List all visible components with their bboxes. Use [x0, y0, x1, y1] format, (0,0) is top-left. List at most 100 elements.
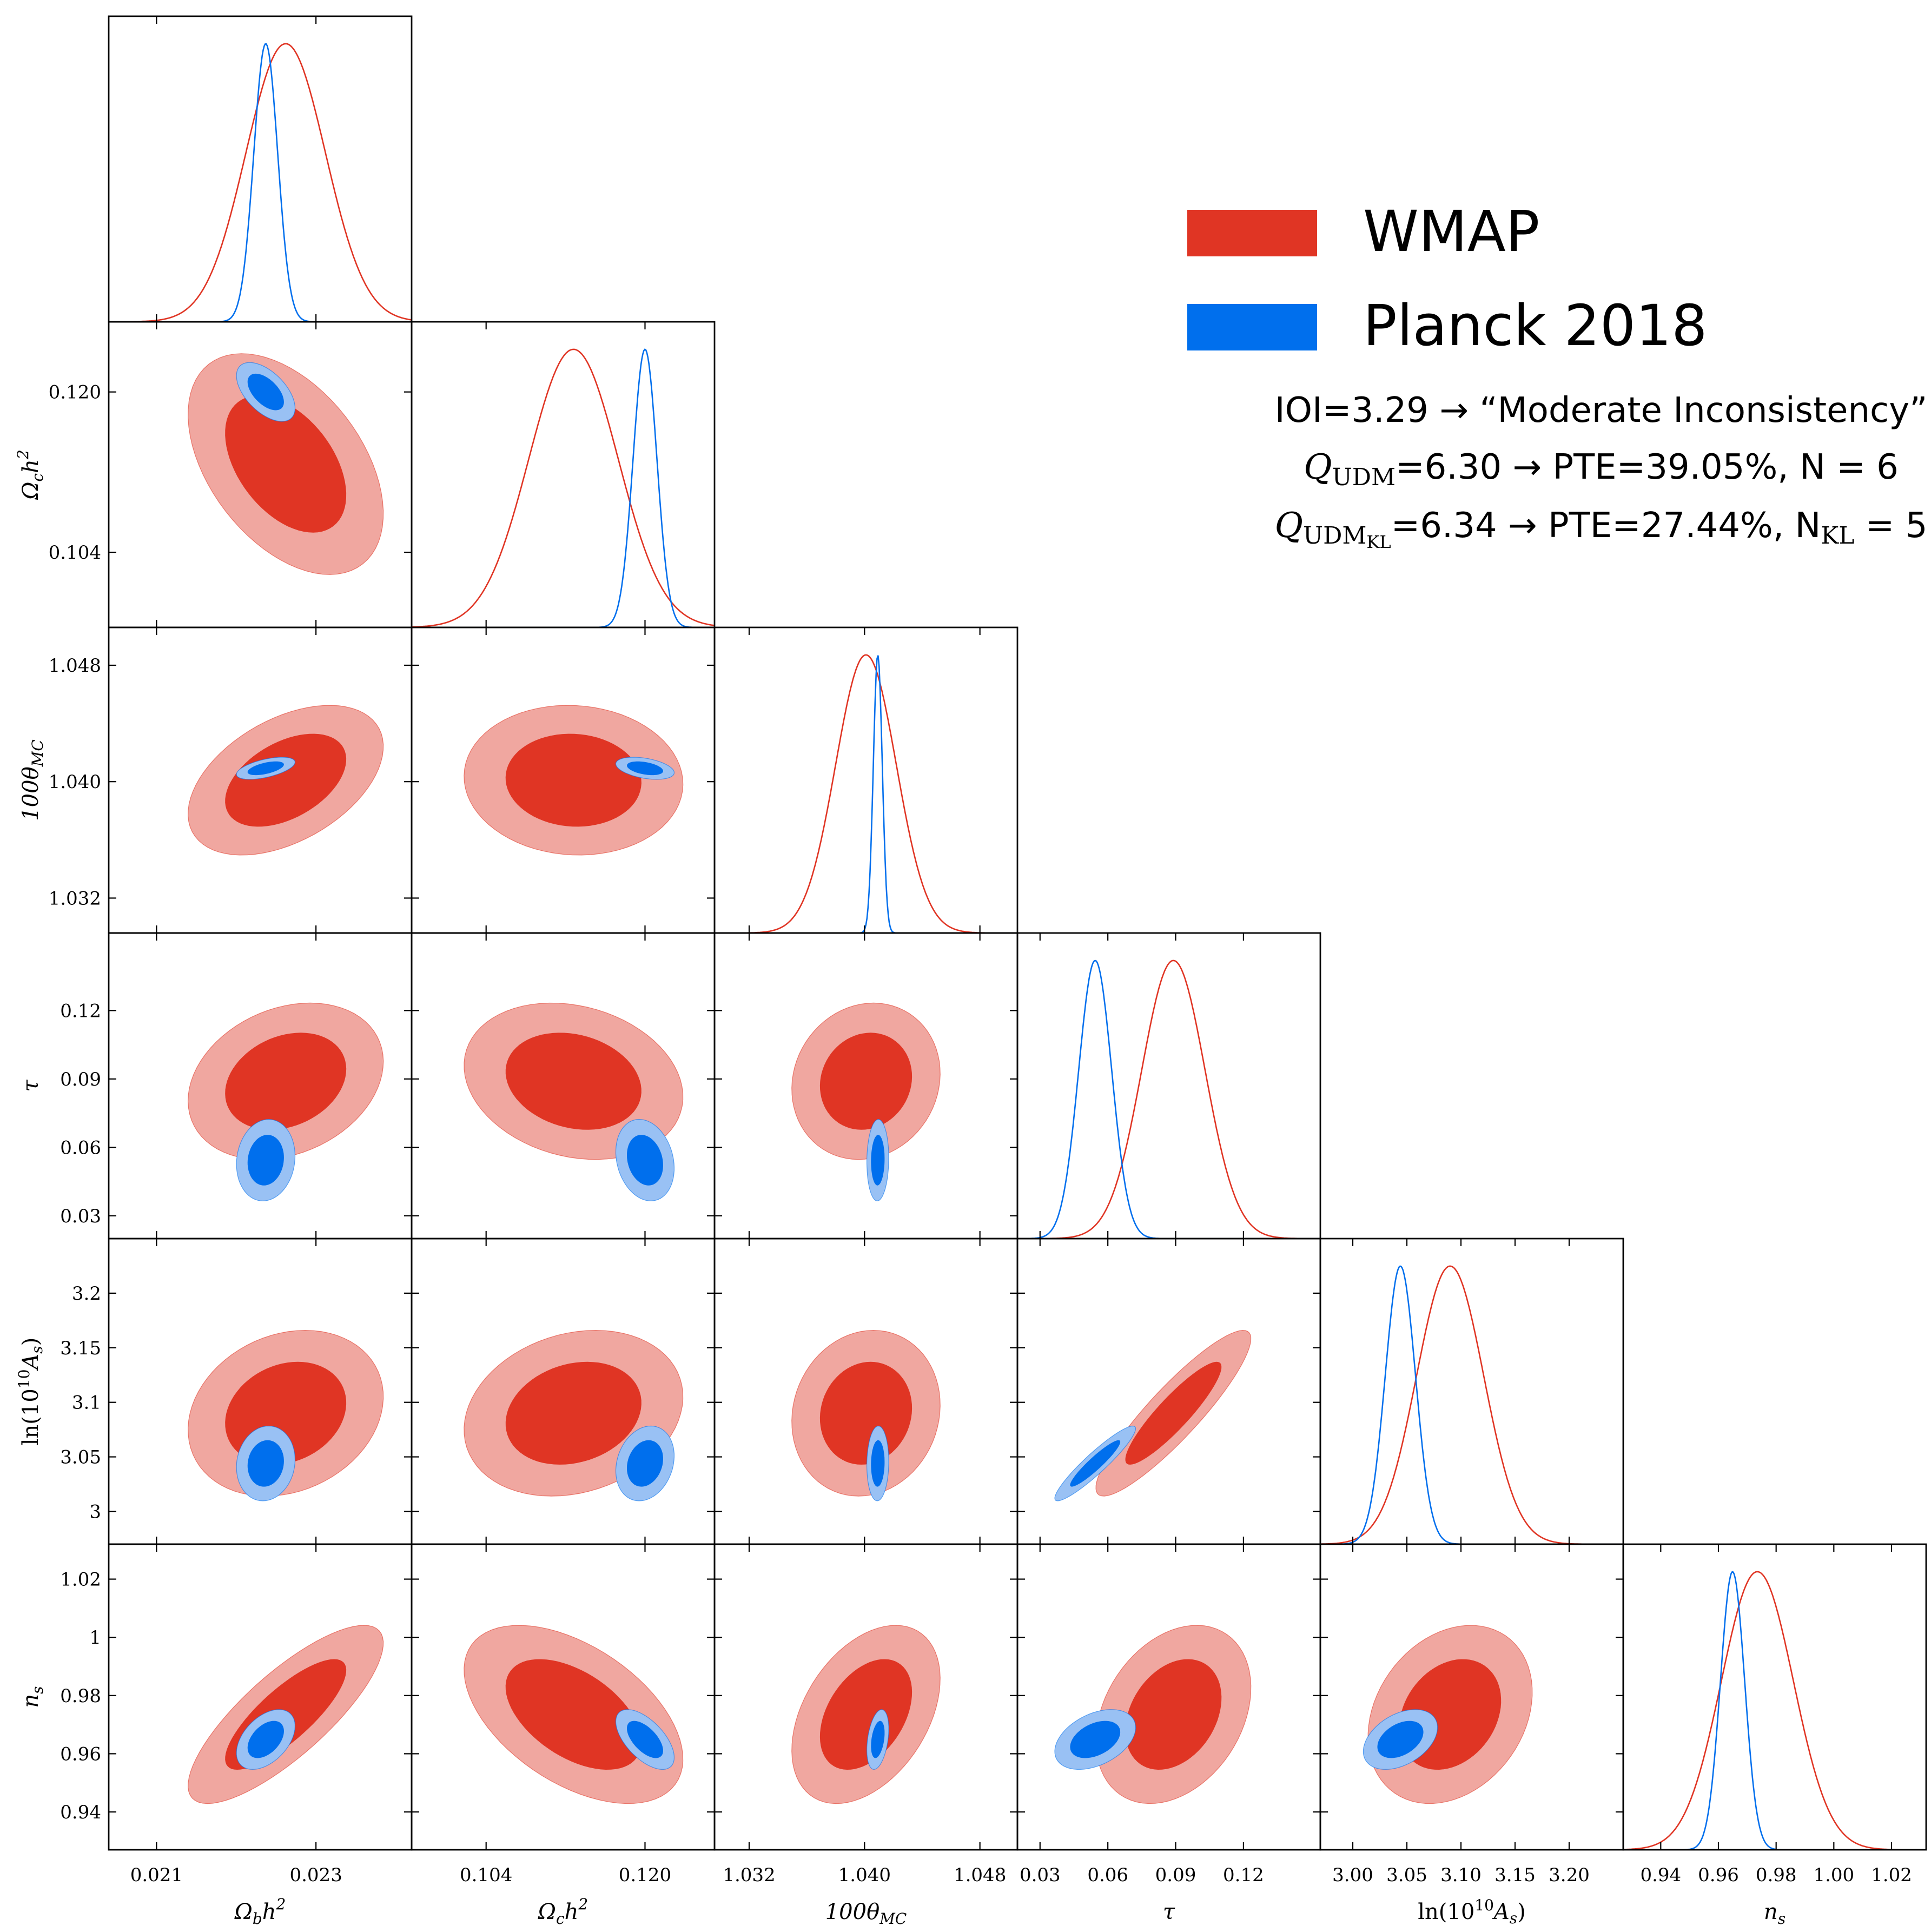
qudmkl-q: Q: [1275, 506, 1303, 546]
posterior-curve-planck: [1320, 1265, 1623, 1544]
y-tick-label: 0.120: [49, 382, 101, 403]
x-tick-label: 1.048: [954, 1864, 1006, 1886]
posterior-curve-wmap: [715, 654, 1017, 933]
panel-5-0: 0.021 0.023 0.94 0.96 0.98 1 1.02: [60, 1543, 413, 1886]
qudm-q: Q: [1304, 447, 1332, 487]
contour-68-planck: [1070, 1440, 1121, 1487]
x-tick-label: 0.06: [1087, 1864, 1128, 1886]
posterior-curve-wmap: [1320, 1265, 1623, 1544]
contour-68-planck: [1377, 1721, 1424, 1758]
y-tick-label: 0.96: [60, 1743, 101, 1765]
y-tick-label: 3.1: [72, 1392, 101, 1414]
panel-frame: [108, 15, 413, 323]
y-tick-label: 0.03: [60, 1206, 101, 1227]
x-tick-label: 3.10: [1440, 1864, 1482, 1886]
panel-frame: [713, 626, 1019, 934]
legend-swatch-planck: [1187, 304, 1317, 350]
contour-68-planck: [871, 1135, 885, 1186]
statistics-annotation: IOI=3.29 → “Moderate Inconsistency” QUDM…: [1275, 391, 1928, 552]
legend-swatch-wmap: [1187, 210, 1317, 256]
panel-1-0: 0.104 0.120: [49, 321, 413, 628]
panel-3-0: 0.03 0.06 0.09 0.12: [60, 932, 413, 1240]
contour-68-wmap: [819, 1361, 912, 1465]
contour-68-planck: [247, 1721, 284, 1758]
x-tick-label: 3.15: [1494, 1864, 1536, 1886]
panel-2-2: [713, 626, 1019, 934]
y-tick-label: 0.09: [60, 1069, 101, 1090]
contour-68-wmap: [225, 395, 347, 533]
panel-frame: [1622, 1543, 1927, 1851]
contour-68-wmap: [505, 1361, 642, 1465]
panels-layer: 0.104 0.120 1.032 1.040 1.048 0.03 0.06 0.09 0.1…: [14, 15, 1927, 1928]
axis-label: τ: [18, 1080, 43, 1092]
qudmkl-nsub: KL: [1821, 522, 1854, 550]
x-tick-label: 1.02: [1871, 1864, 1912, 1886]
qudmkl-subsub: KL: [1366, 532, 1391, 552]
y-tick-label: 1.040: [49, 771, 101, 793]
contour-68-planck: [627, 761, 663, 776]
x-tick-label: 0.96: [1698, 1864, 1739, 1886]
panel-2-1: [411, 626, 716, 934]
y-tick-label: 1.048: [49, 655, 101, 677]
x-tick-label: 0.104: [460, 1864, 512, 1886]
x-tick-label: 0.023: [289, 1864, 342, 1886]
panel-3-3: [1016, 932, 1321, 1240]
x-tick-label: 0.021: [130, 1864, 183, 1886]
qudmkl-annotation: QUDMKL=6.34 → PTE=27.44%, NKL = 5: [1275, 506, 1928, 552]
x-tick-label: 0.94: [1640, 1864, 1681, 1886]
x-tick-label: 1.00: [1813, 1864, 1854, 1886]
y-tick-label: 0.98: [60, 1685, 101, 1707]
panel-3-1: [411, 932, 716, 1240]
contour-68-wmap: [819, 1033, 912, 1130]
posterior-curve-wmap: [1623, 1571, 1926, 1850]
x-tick-label: 3.05: [1386, 1864, 1427, 1886]
y-tick-label: 1: [89, 1627, 101, 1649]
posterior-curve-planck: [1017, 960, 1320, 1239]
axis-label: τ: [1163, 1900, 1175, 1924]
contour-68-planck: [627, 1440, 663, 1487]
contour-68-planck: [247, 761, 284, 776]
x-tick-label: 1.040: [838, 1864, 891, 1886]
axis-label: 100θMC: [18, 739, 47, 821]
ioi-annotation: IOI=3.29 → “Moderate Inconsistency”: [1275, 391, 1928, 431]
contour-68-planck: [871, 1440, 885, 1487]
y-tick-label: 1.02: [60, 1569, 101, 1591]
panel-2-0: 1.032 1.040 1.048: [49, 626, 413, 934]
qudm-sub: UDM: [1332, 464, 1396, 491]
panel-frame: [1016, 932, 1321, 1240]
x-tick-label: 0.03: [1020, 1864, 1061, 1886]
contour-68-planck: [247, 1135, 284, 1186]
posterior-curve-planck: [1623, 1571, 1926, 1850]
posterior-curve-wmap: [1017, 960, 1320, 1239]
contour-68-wmap: [819, 1659, 912, 1770]
panel-4-1: [411, 1238, 716, 1545]
contour-68-wmap: [505, 733, 642, 827]
y-tick-label: 3: [89, 1501, 101, 1523]
x-tick-label: 3.20: [1549, 1864, 1590, 1886]
y-tick-label: 0.104: [49, 542, 101, 564]
panel-4-0: 3 3.05 3.1 3.15 3.2: [60, 1238, 413, 1545]
x-tick-label: 0.09: [1155, 1864, 1196, 1886]
panel-5-3: 0.03 0.06 0.09 0.12: [1016, 1543, 1321, 1886]
panel-5-1: 0.104 0.120: [411, 1543, 716, 1886]
contour-68-planck: [247, 373, 284, 411]
legend-label-wmap: WMAP: [1363, 199, 1539, 264]
contour-68-planck: [247, 1440, 284, 1487]
contour-68-wmap: [225, 733, 347, 827]
x-tick-label: 1.032: [723, 1864, 775, 1886]
y-tick-label: 3.15: [60, 1338, 101, 1359]
axis-label: ns: [1764, 1900, 1785, 1928]
contour-68-planck: [1070, 1721, 1121, 1758]
x-tick-label: 0.12: [1223, 1864, 1264, 1886]
qudm-rest: =6.30 → PTE=39.05%, N = 6: [1396, 447, 1899, 487]
y-tick-label: 0.94: [60, 1802, 101, 1823]
posterior-curve-wmap: [412, 348, 715, 627]
y-tick-label: 1.032: [49, 888, 101, 909]
panel-4-2: [713, 1238, 1019, 1545]
axis-label: ln(1010As): [1418, 1896, 1526, 1927]
axis-label: Ωbh2: [234, 1895, 286, 1928]
y-tick-label: 3.2: [72, 1283, 101, 1305]
qudmkl-tail: = 5: [1854, 506, 1927, 546]
x-tick-label: 0.120: [619, 1864, 671, 1886]
